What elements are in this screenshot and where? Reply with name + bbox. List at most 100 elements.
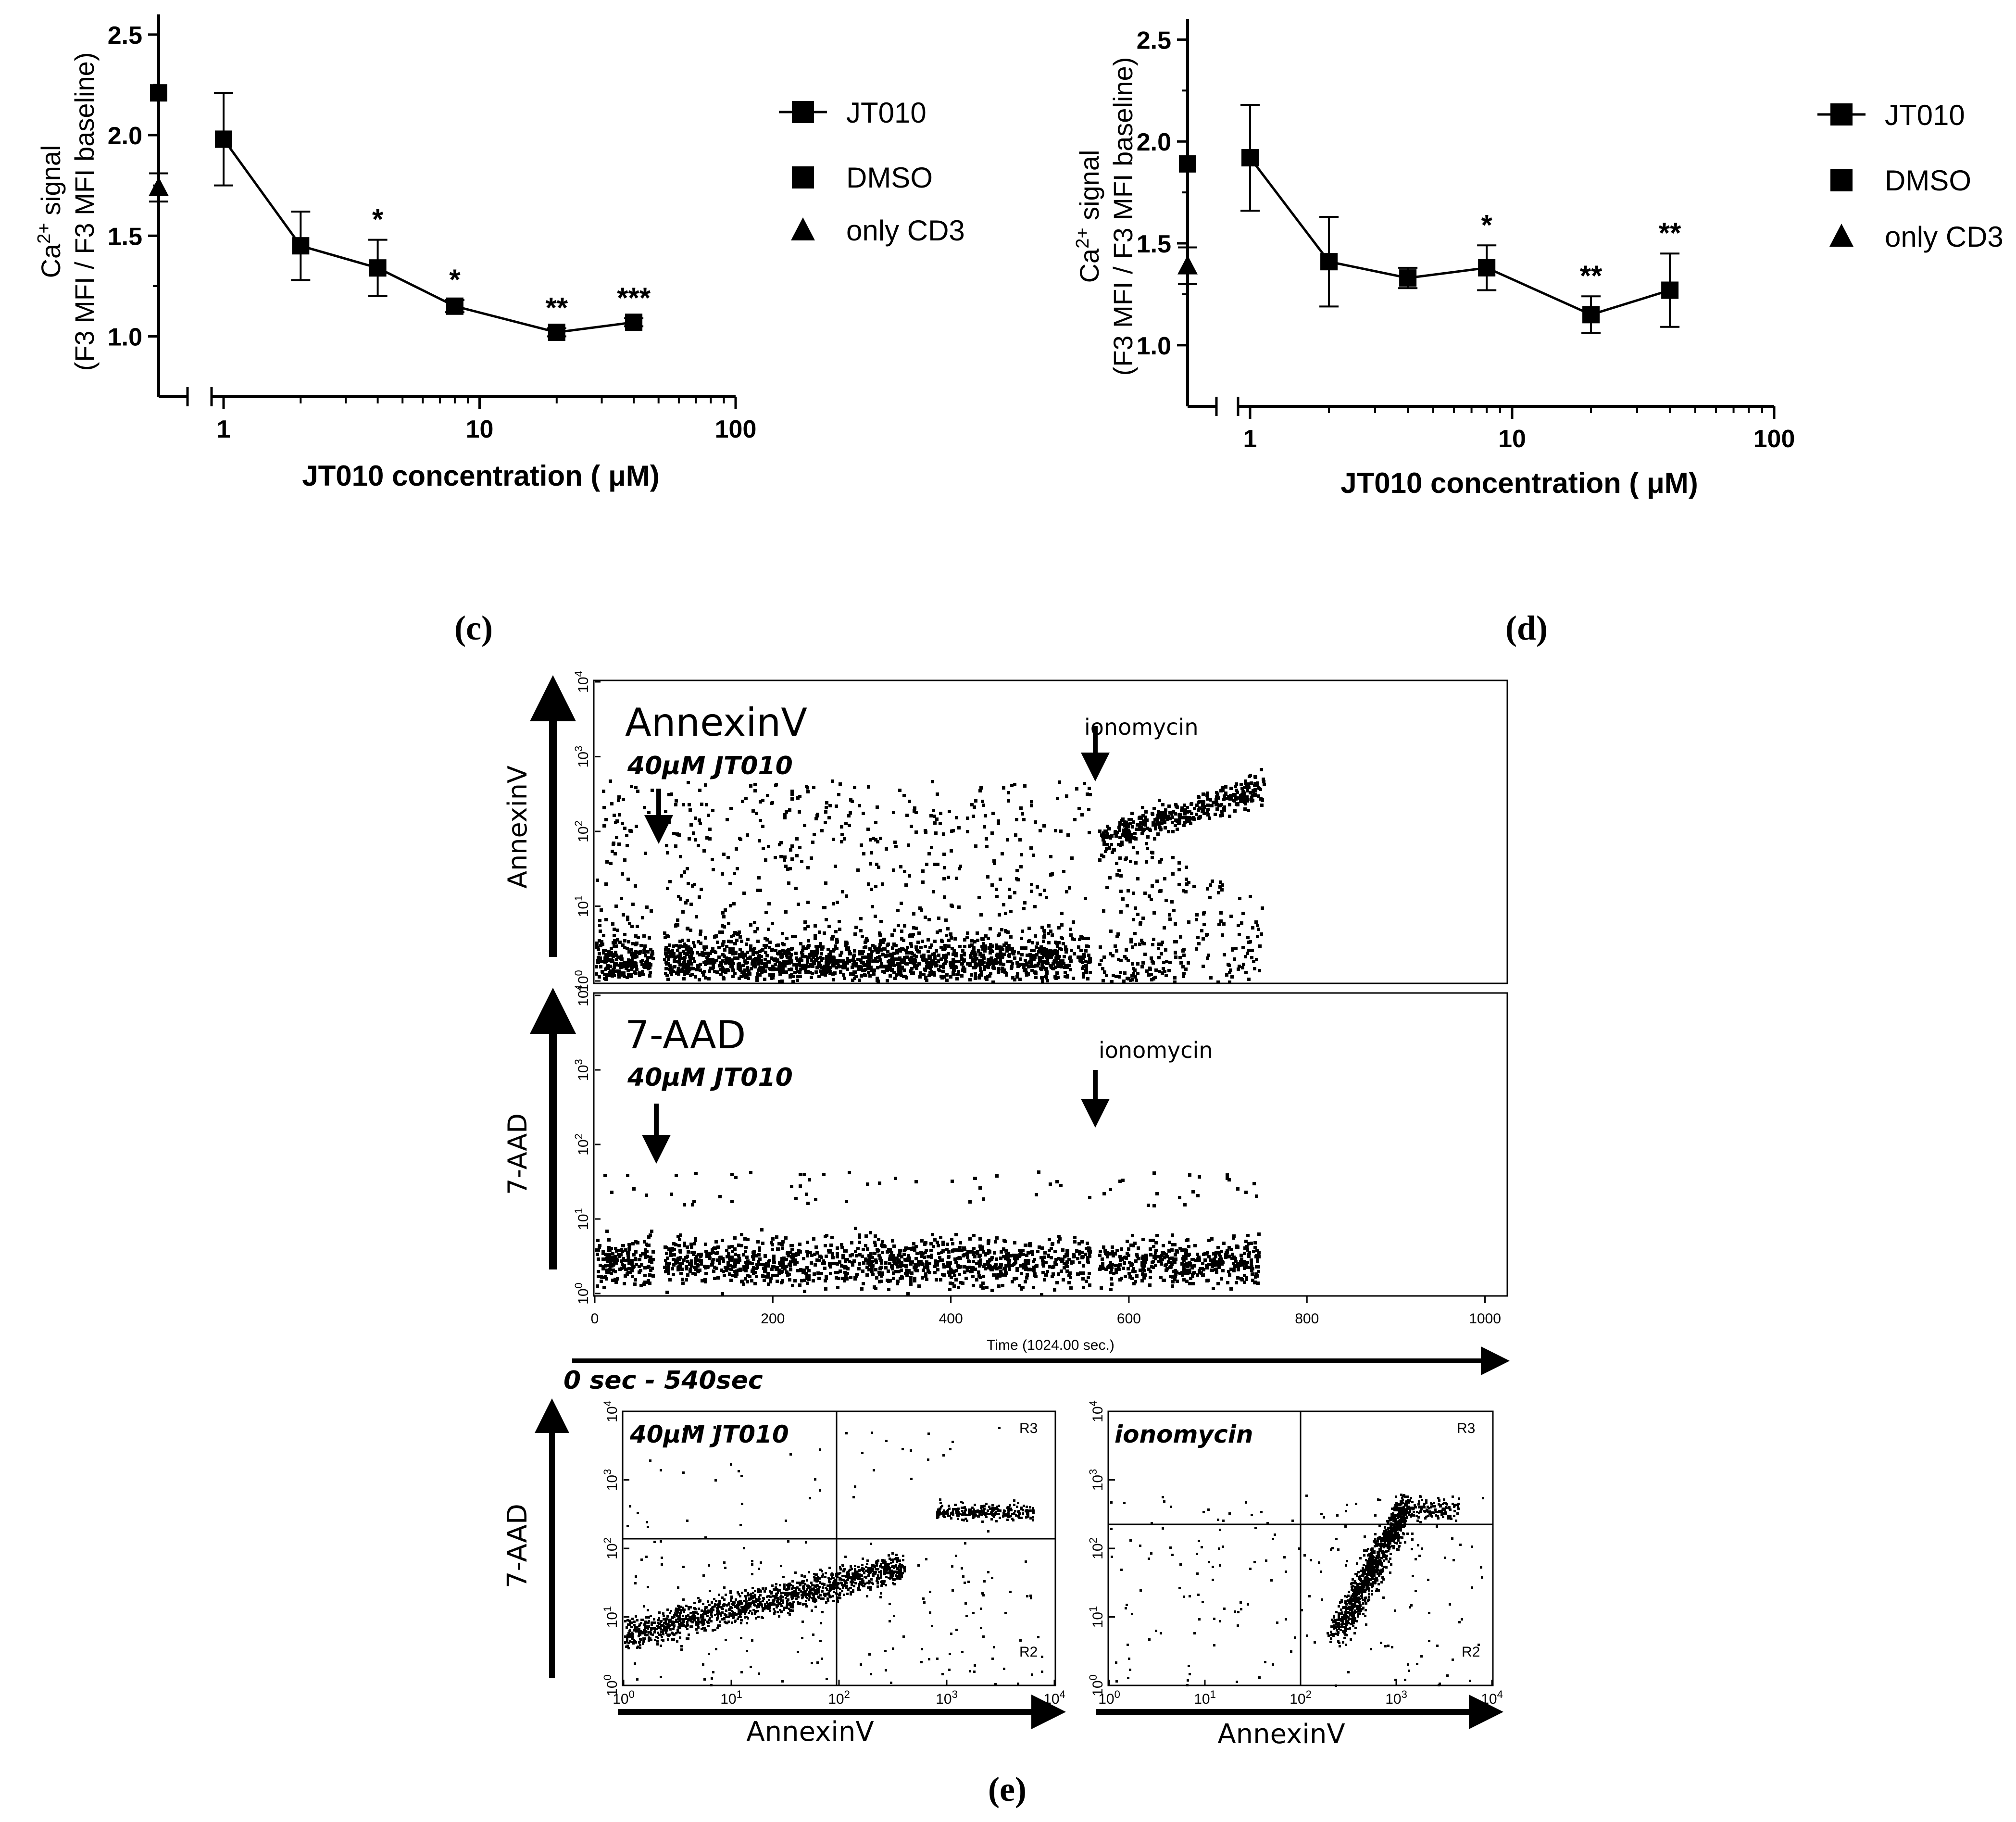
chart-e-quadrant-jt010: 100 101 102 103 104 100 101 102 103 104 40µM JT01… (502, 1398, 1066, 1747)
chart-c-ylabel-suffix: signal (36, 145, 66, 223)
q2-ticks-label: 102 (1290, 1688, 1312, 1707)
svg-text:Ca2+ signal: Ca2+ signal (34, 145, 66, 278)
panel-c-label: (c) (454, 609, 493, 647)
q1-ticks-label: 103 (936, 1688, 958, 1707)
q2-ticks-label: 103 (1087, 1469, 1106, 1491)
chart-d-point-jt010 (1661, 281, 1679, 299)
q1-ticks-label: 102 (828, 1688, 850, 1707)
chart-c-point-jt010 (446, 297, 463, 315)
q1-ticks-label: 100 (601, 1674, 620, 1696)
7aad-time-title: 7-AAD (625, 1013, 746, 1057)
chart-e-quadrant-ionomycin: 100 101 102 103 104 100 101 102 103 104 ionomycin… (1087, 1400, 1503, 1750)
chart-c-ylabel-sup: 2+ (34, 223, 54, 243)
chart-d-ylabel: Ca2+ signal (F3 MFI / F3 MFI baseline) (1073, 57, 1138, 376)
quad-right-r2: R2 (1462, 1644, 1480, 1660)
q1-ticks-label: 102 (601, 1537, 620, 1559)
chart-d-ylabel-suffix: signal (1074, 150, 1104, 228)
annexin-time-ylabel: AnnexinV (502, 766, 533, 889)
time-xtick-label: 0 (591, 1311, 599, 1327)
time-xtick-label: 400 (939, 1311, 963, 1327)
annexin-ionomycin-label: ionomycin (1084, 714, 1198, 740)
quad-right-events (1110, 1494, 1484, 1687)
q1-dots-dot-cloud (624, 1426, 1043, 1686)
e2-dots-dot-cloud (595, 1170, 1261, 1296)
e2-yticks-label: 103 (573, 1059, 591, 1081)
chart-d-ytick-label: 2.0 (1137, 128, 1171, 156)
q2-dots-dot-cloud (1110, 1494, 1484, 1687)
q2-ticks-label: 104 (1087, 1400, 1106, 1422)
quad-right-title: ionomycin (1114, 1420, 1253, 1448)
e1-dots-dot-cloud (595, 768, 1266, 984)
chart-d-significance: * (1481, 209, 1493, 241)
quad-left-r2: R2 (1019, 1644, 1038, 1660)
quad-right-xlabel: AnnexinV (1217, 1719, 1345, 1750)
annexin-time-frame (593, 679, 1508, 984)
e1-yticks-label: 103 (573, 746, 591, 768)
chart-d-significance: ** (1659, 217, 1681, 249)
chart-d-ytick-label: 1.0 (1137, 332, 1171, 360)
q2-ticks-label: 103 (1385, 1688, 1407, 1707)
quad-left-title: 40µM JT010 (629, 1420, 789, 1448)
e2-yticks-label: 100 (573, 1282, 591, 1305)
legend-d-onlycd3-marker (1829, 224, 1853, 247)
q1-ticks-label: 104 (1043, 1688, 1065, 1707)
7aad-ionomycin-label: ionomycin (1099, 1037, 1213, 1063)
chart-c-series-line (222, 138, 634, 334)
chart-c-ytick-label: 1.5 (108, 223, 142, 251)
chart-c-ytick-label: 2.0 (108, 122, 142, 150)
chart-c-ylabel-line2: (F3 MFI / F3 MFI baseline) (69, 52, 100, 371)
chart-d-ytick-label: 2.5 (1137, 26, 1171, 54)
q1-ticks-label: 103 (601, 1469, 620, 1491)
q1-ticks-label: 101 (720, 1688, 742, 1707)
q2-ticks-label: 101 (1194, 1688, 1216, 1707)
e1-yticks-label: 101 (573, 895, 591, 917)
chart-c-significance: * (372, 203, 384, 236)
e1-yticks-label: 104 (573, 671, 591, 693)
chart-d-ylabel-ca: Ca (1074, 248, 1104, 283)
q1-ticks-label: 101 (601, 1606, 620, 1628)
q1-ticks-label: 100 (613, 1688, 635, 1707)
7aad-time-events (595, 1170, 1261, 1296)
panel-e: 100 101 102 103 104 AnnexinV AnnexinV 40µM J… (502, 671, 1510, 1809)
chart-c-ylabel-ca: Ca (36, 243, 66, 278)
q2-ticks-label: 100 (1098, 1688, 1120, 1707)
quad-left-ylabel: 7-AAD (502, 1504, 533, 1588)
legend-c-onlycd3-marker (791, 217, 815, 240)
quad-right-ticks: 100 101 102 103 104 100 101 102 103 104 (1087, 1400, 1503, 1707)
chart-d-point-dmso (1179, 155, 1196, 173)
chart-c-significance: ** (545, 292, 568, 324)
time-range-label: 0 sec - 540sec (563, 1366, 763, 1395)
chart-c-point-jt010 (548, 324, 565, 341)
chart-d-point-jt010 (1582, 306, 1600, 324)
panel-c: 1.01.52.02.51 10 100**** *** Ca2+ signal (F… (34, 14, 965, 647)
legend-d-jt010: JT010 (1885, 99, 1965, 131)
panel-d: 1.01.52.02.51 10 100***** Ca2+ signal (F3 … (1073, 19, 2003, 647)
annexin-time-title: AnnexinV (625, 700, 807, 745)
annexin-time-events (595, 768, 1266, 984)
time-xtick-label: 800 (1295, 1311, 1319, 1327)
chart-c-xtick-label: 10 (466, 415, 494, 443)
legend-c-jt010-marker (792, 101, 814, 123)
chart-d-ylabel-line2: (F3 MFI / F3 MFI baseline) (1108, 57, 1138, 376)
chart-d-point-jt010 (1399, 269, 1417, 287)
e1-yticks-label: 102 (573, 820, 591, 842)
7aad-time-xticks: 0 200 400 600 800 1000 (591, 1296, 1501, 1327)
7aad-jt010-label: 40µM JT010 (627, 1063, 793, 1092)
legend-c-onlycd3: only CD3 (846, 214, 965, 247)
chart-d-legend: JT010 DMSO only CD3 (1817, 99, 2003, 253)
chart-d-ylabel-sup: 2+ (1073, 227, 1093, 248)
chart-d-series-line (1249, 157, 1670, 316)
chart-c-point-onlycd3 (149, 176, 169, 196)
chart-c-point-dmso (150, 84, 167, 102)
e1-yticks-label: 100 (573, 970, 591, 992)
chart-c-ytick-label: 2.5 (108, 22, 142, 50)
annexin-jt010-label: 40µM JT010 (627, 752, 793, 780)
e2-yticks-label: 102 (573, 1133, 591, 1156)
chart-c-xtick-label: 100 (715, 415, 757, 443)
chart-d-point-jt010 (1320, 253, 1338, 271)
quad-left-events (624, 1426, 1043, 1686)
q2-ticks-label: 104 (1481, 1688, 1503, 1707)
chart-c-legend: JT010 DMSO only CD3 (779, 97, 965, 247)
